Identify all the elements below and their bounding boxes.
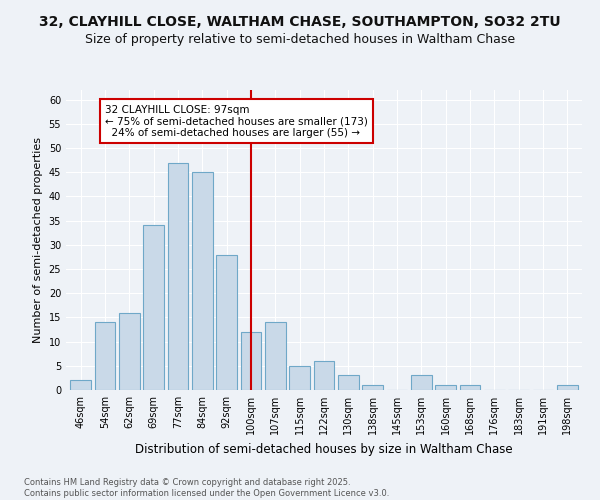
Bar — [411, 376, 432, 390]
Text: 32, CLAYHILL CLOSE, WALTHAM CHASE, SOUTHAMPTON, SO32 2TU: 32, CLAYHILL CLOSE, WALTHAM CHASE, SOUTH… — [39, 15, 561, 29]
Bar — [119, 312, 140, 390]
Bar — [241, 332, 262, 390]
Text: Size of property relative to semi-detached houses in Waltham Chase: Size of property relative to semi-detach… — [85, 32, 515, 46]
Bar — [192, 172, 212, 390]
Bar — [557, 385, 578, 390]
Bar — [338, 376, 359, 390]
X-axis label: Distribution of semi-detached houses by size in Waltham Chase: Distribution of semi-detached houses by … — [135, 442, 513, 456]
Bar — [143, 226, 164, 390]
Bar — [70, 380, 91, 390]
Bar — [362, 385, 383, 390]
Bar — [167, 162, 188, 390]
Bar — [216, 254, 237, 390]
Bar — [95, 322, 115, 390]
Text: 32 CLAYHILL CLOSE: 97sqm
← 75% of semi-detached houses are smaller (173)
  24% o: 32 CLAYHILL CLOSE: 97sqm ← 75% of semi-d… — [105, 104, 368, 138]
Bar — [314, 361, 334, 390]
Bar — [436, 385, 456, 390]
Y-axis label: Number of semi-detached properties: Number of semi-detached properties — [33, 137, 43, 343]
Bar — [289, 366, 310, 390]
Bar — [460, 385, 481, 390]
Bar — [265, 322, 286, 390]
Text: Contains HM Land Registry data © Crown copyright and database right 2025.
Contai: Contains HM Land Registry data © Crown c… — [24, 478, 389, 498]
